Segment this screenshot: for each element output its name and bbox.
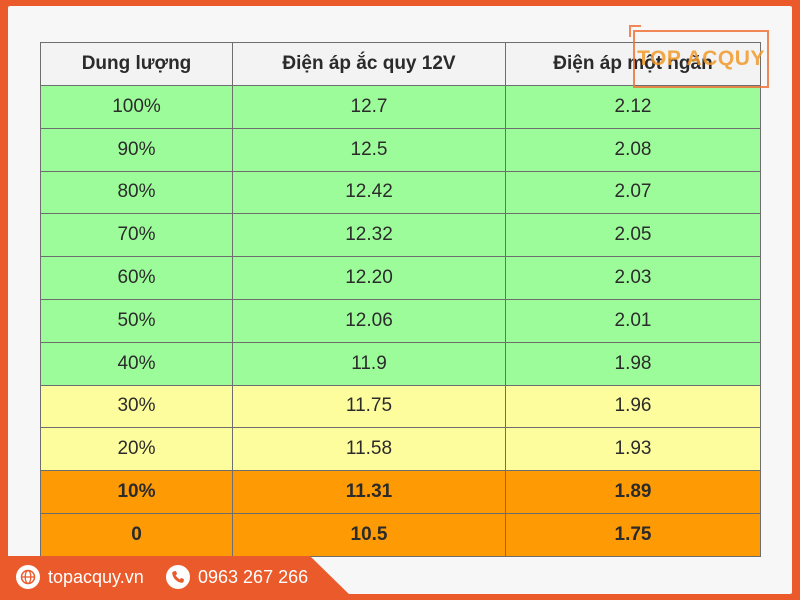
- cell-battery-12v: 12.42: [232, 170, 506, 215]
- cell-battery-12v: 12.7: [232, 85, 506, 129]
- phone-number[interactable]: 0963 267 266: [198, 566, 309, 587]
- cell-single-cell: 1.93: [505, 427, 761, 472]
- cell-battery-12v: 10.5: [232, 512, 506, 557]
- table-row: 80% 12.42 2.07: [40, 170, 761, 215]
- cell-capacity: 30%: [40, 384, 233, 429]
- table-row: 20% 11.58 1.93: [40, 427, 761, 472]
- cell-single-cell: 2.08: [505, 127, 761, 172]
- cell-capacity: 70%: [40, 213, 233, 258]
- header-capacity: Dung lượng: [40, 42, 233, 86]
- battery-voltage-table: Dung lượng Điện áp ắc quy 12V Điện áp mộ…: [40, 42, 761, 557]
- cell-single-cell: 1.75: [505, 512, 761, 557]
- cell-capacity: 90%: [40, 127, 233, 172]
- cell-capacity: 0: [40, 512, 233, 557]
- cell-battery-12v: 12.32: [232, 213, 506, 258]
- cell-battery-12v: 11.9: [232, 341, 506, 386]
- phone-contact[interactable]: 0963 267 266: [166, 562, 308, 592]
- cell-single-cell: 2.05: [505, 213, 761, 258]
- table-row: 100% 12.7 2.12: [40, 85, 761, 129]
- table-row: 10% 11.31 1.89: [40, 470, 761, 514]
- cell-capacity: 50%: [40, 298, 233, 343]
- website-contact[interactable]: topacquy.vn: [16, 562, 144, 592]
- logo-text: TOP ACQUY: [637, 47, 765, 70]
- cell-capacity: 40%: [40, 341, 233, 386]
- cell-battery-12v: 11.58: [232, 427, 506, 472]
- header-battery-12v: Điện áp ắc quy 12V: [232, 42, 506, 86]
- cell-battery-12v: 12.06: [232, 298, 506, 343]
- phone-icon: [166, 565, 190, 589]
- cell-single-cell: 2.01: [505, 298, 761, 343]
- cell-capacity: 80%: [40, 170, 233, 215]
- globe-icon: [16, 565, 40, 589]
- brand-logo-watermark: TOP ACQUY: [629, 25, 769, 88]
- cell-capacity: 20%: [40, 427, 233, 472]
- table-row: 90% 12.5 2.08: [40, 127, 761, 172]
- cell-single-cell: 1.96: [505, 384, 761, 429]
- table-row: 0 10.5 1.75: [40, 512, 761, 557]
- table-row: 30% 11.75 1.96: [40, 384, 761, 429]
- table-row: 70% 12.32 2.05: [40, 213, 761, 258]
- website-link[interactable]: topacquy.vn: [48, 566, 144, 587]
- cell-battery-12v: 12.20: [232, 256, 506, 300]
- table-row: 40% 11.9 1.98: [40, 341, 761, 386]
- cell-single-cell: 2.07: [505, 170, 761, 215]
- cell-capacity: 100%: [40, 85, 233, 129]
- cell-battery-12v: 12.5: [232, 127, 506, 172]
- cell-capacity: 60%: [40, 256, 233, 300]
- cell-battery-12v: 11.31: [232, 470, 506, 514]
- cell-single-cell: 2.12: [505, 85, 761, 129]
- logo-corner-mark: [629, 25, 641, 37]
- cell-single-cell: 2.03: [505, 256, 761, 300]
- table-row: 60% 12.20 2.03: [40, 256, 761, 300]
- table-row: 50% 12.06 2.01: [40, 298, 761, 343]
- cell-capacity: 10%: [40, 470, 233, 514]
- cell-battery-12v: 11.75: [232, 384, 506, 429]
- cell-single-cell: 1.89: [505, 470, 761, 514]
- cell-single-cell: 1.98: [505, 341, 761, 386]
